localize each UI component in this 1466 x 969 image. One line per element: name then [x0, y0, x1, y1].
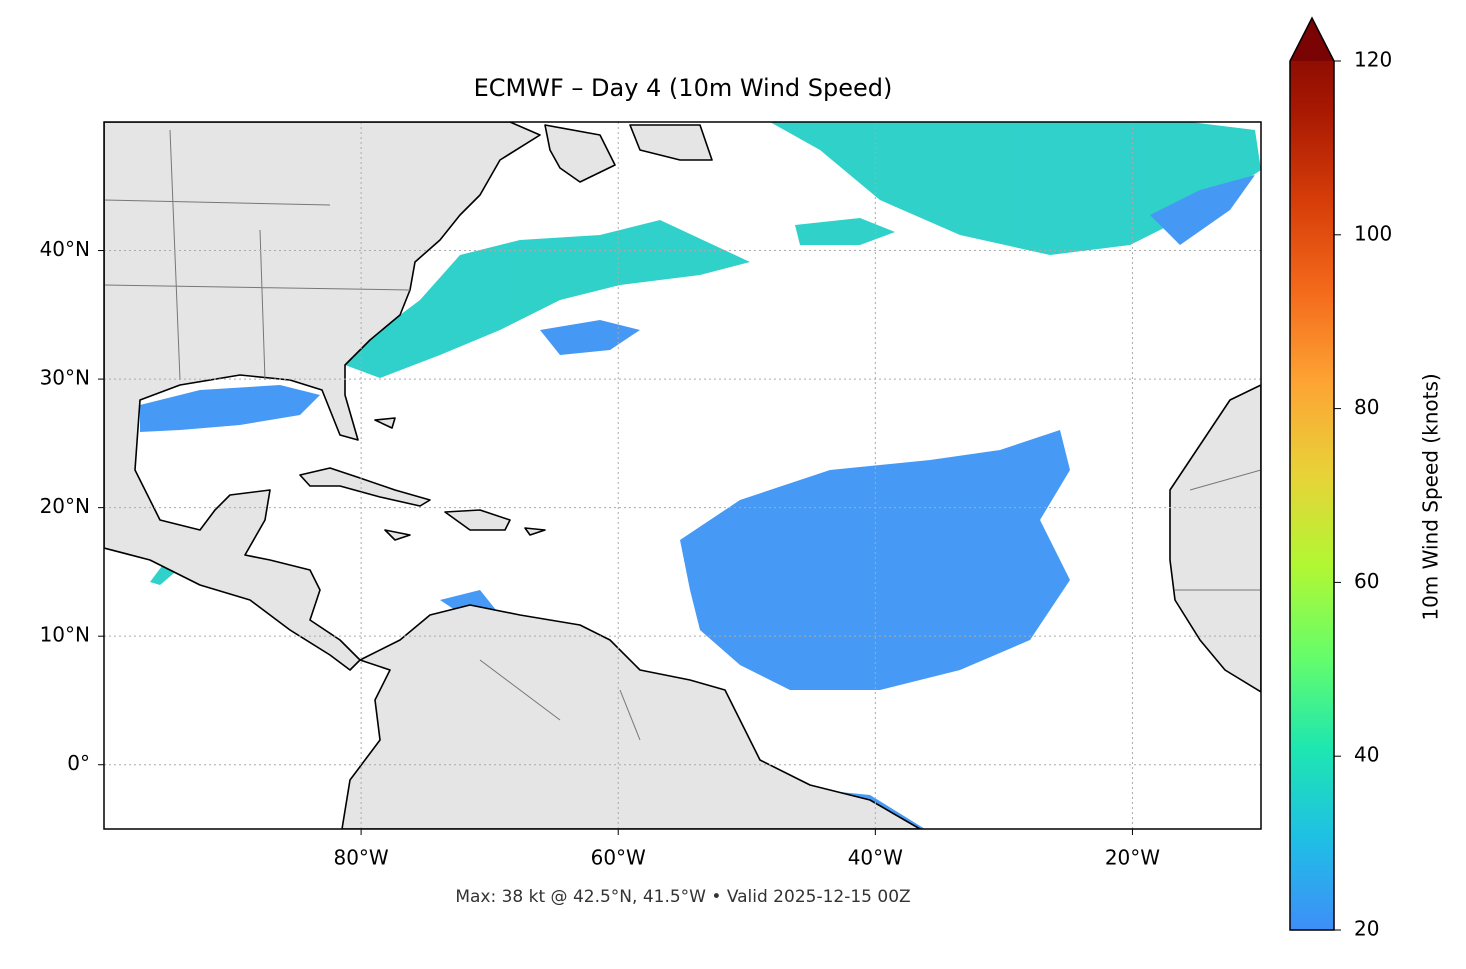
wind-area [1150, 175, 1255, 245]
x-tick-label: 40°W [848, 846, 903, 870]
wind-area [345, 220, 750, 378]
map-frame [103, 121, 1262, 830]
colorbar-tick-label: 40 [1354, 743, 1379, 767]
land [104, 122, 1261, 829]
title: ECMWF – Day 4 (10m Wind Speed) [474, 74, 893, 102]
colorbar-tick-label: 120 [1354, 48, 1392, 72]
x-tick-label: 60°W [591, 846, 646, 870]
colorbar-tick-label: 20 [1354, 917, 1379, 941]
colorbar-frame [1289, 16, 1335, 931]
colorbar-fill [1290, 18, 1334, 930]
map-area [104, 122, 1261, 829]
bahamas [374, 417, 396, 429]
colorbar-tick-label: 60 [1354, 569, 1379, 593]
hispaniola [444, 509, 511, 531]
wind-field [140, 122, 1261, 829]
puerto-rico [524, 527, 546, 536]
colorbar: 10m Wind Speed (knots) 20 40 60 80 100 120 [1289, 16, 1443, 941]
colorbar-label: 10m Wind Speed (knots) [1419, 373, 1443, 620]
annotation: Max: 38 kt @ 42.5°N, 41.5°W • Valid 2025… [455, 887, 910, 907]
maritimes [544, 124, 616, 183]
cuba [299, 467, 431, 507]
wind-area [795, 218, 895, 245]
wind-area [770, 122, 1261, 255]
wind-area [540, 320, 640, 355]
africa [1169, 384, 1261, 693]
y-tick-label: 20°N [40, 494, 90, 518]
y-tick-label: 30°N [40, 366, 90, 390]
north-america [104, 122, 541, 671]
wind-area [140, 385, 320, 432]
jamaica [384, 529, 411, 541]
colorbar-tick-label: 80 [1354, 395, 1379, 419]
borders [104, 129, 1261, 741]
x-tick-label: 20°W [1105, 846, 1160, 870]
newfoundland [629, 124, 713, 161]
y-tick-label: 0° [67, 751, 90, 775]
x-tick-label: 80°W [333, 846, 388, 870]
y-tick-label: 40°N [40, 237, 90, 261]
colorbar-extend [1290, 18, 1334, 61]
colorbar-tick-label: 100 [1354, 221, 1392, 245]
y-tick-label: 10°N [40, 623, 90, 647]
wind-area [680, 430, 1070, 690]
